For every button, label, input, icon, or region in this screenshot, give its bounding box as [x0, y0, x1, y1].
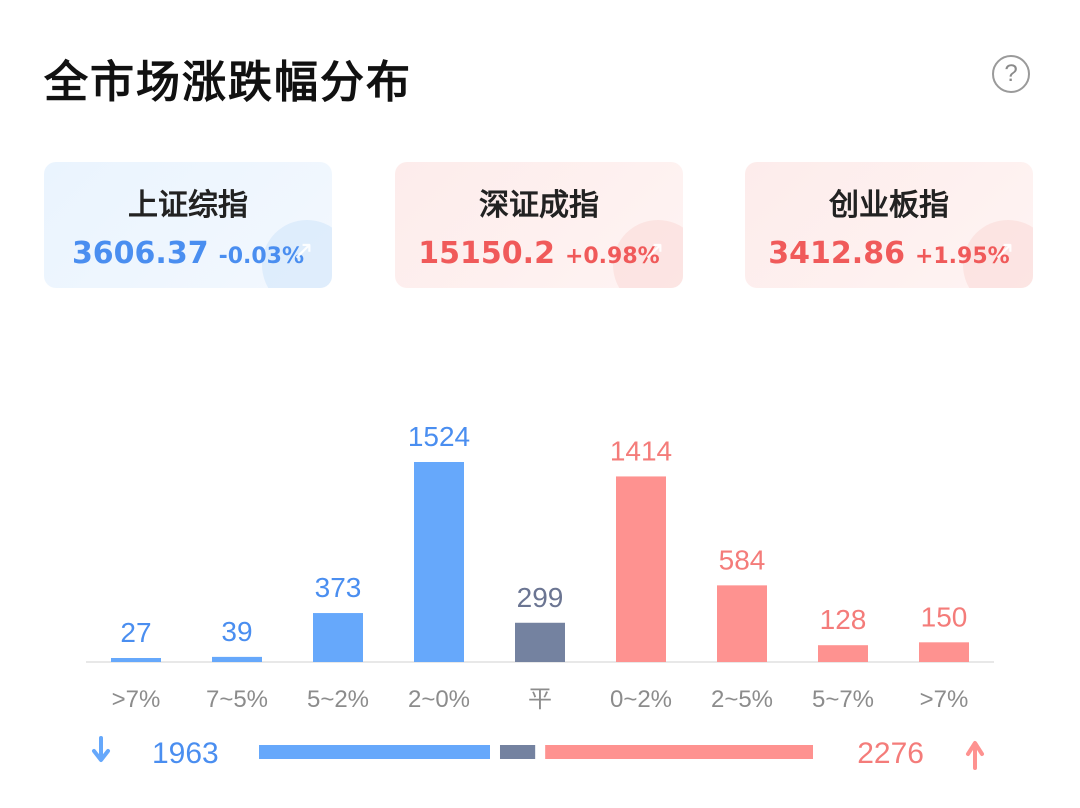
bar-value-label: 1414: [610, 435, 672, 466]
index-card-shanghai[interactable]: 上证综指 3606.37 -0.03% ↗: [44, 162, 332, 288]
x-tick-label: 2~5%: [711, 686, 773, 713]
bar: [111, 658, 161, 662]
bar-value-label: 128: [820, 604, 867, 635]
help-icon[interactable]: ?: [992, 55, 1030, 93]
index-value: 3412.86: [768, 236, 905, 271]
index-card-chinext[interactable]: 创业板指 3412.86 +1.95% ↗: [745, 162, 1033, 288]
arrow-up-icon: [966, 741, 984, 770]
index-card-shenzhen[interactable]: 深证成指 15150.2 +0.98% ↗: [395, 162, 683, 288]
x-tick-label: 2~0%: [408, 686, 470, 713]
index-name: 创业板指: [829, 188, 949, 223]
x-tick-label: 5~7%: [812, 686, 874, 713]
arrow-down-icon: [92, 736, 110, 762]
index-change: +0.98%: [564, 244, 660, 269]
bar-value-label: 27: [120, 617, 151, 648]
bar: [616, 476, 666, 662]
bar-value-label: 39: [221, 616, 252, 647]
bar: [414, 462, 464, 662]
bar: [919, 642, 969, 662]
trend-arrow-icon: ↗: [292, 236, 314, 266]
summary-down-bar: [259, 745, 490, 759]
bar-value-label: 584: [719, 544, 766, 575]
x-tick-label: 平: [528, 686, 552, 713]
summary-up-bar: [545, 745, 813, 759]
index-name: 上证综指: [128, 188, 248, 223]
down-total: 1963: [152, 737, 219, 770]
bar: [313, 613, 363, 662]
x-tick-label: 7~5%: [206, 686, 268, 713]
summary-flat-bar: [499, 745, 536, 759]
bar: [818, 645, 868, 662]
index-value: 15150.2: [418, 236, 555, 271]
x-tick-label: >7%: [920, 686, 969, 713]
up-total: 2276: [857, 737, 924, 770]
bar: [212, 656, 262, 662]
bar: [515, 622, 565, 662]
trend-arrow-icon: ↗: [993, 236, 1015, 266]
x-tick-label: 5~2%: [307, 686, 369, 713]
index-value: 3606.37: [71, 236, 209, 271]
bar-value-label: 373: [315, 572, 362, 603]
x-tick-label: 0~2%: [610, 686, 672, 713]
bar: [717, 585, 767, 662]
index-change: -0.03%: [218, 244, 305, 269]
bar-value-label: 150: [921, 601, 968, 632]
bar-value-label: 299: [517, 582, 564, 613]
trend-arrow-icon: ↗: [643, 236, 665, 266]
x-tick-label: >7%: [112, 686, 161, 713]
index-change: +1.95%: [914, 244, 1010, 269]
page-title: 全市场涨跌幅分布: [44, 57, 412, 108]
bar-value-label: 1524: [408, 421, 470, 452]
index-name: 深证成指: [479, 188, 599, 223]
